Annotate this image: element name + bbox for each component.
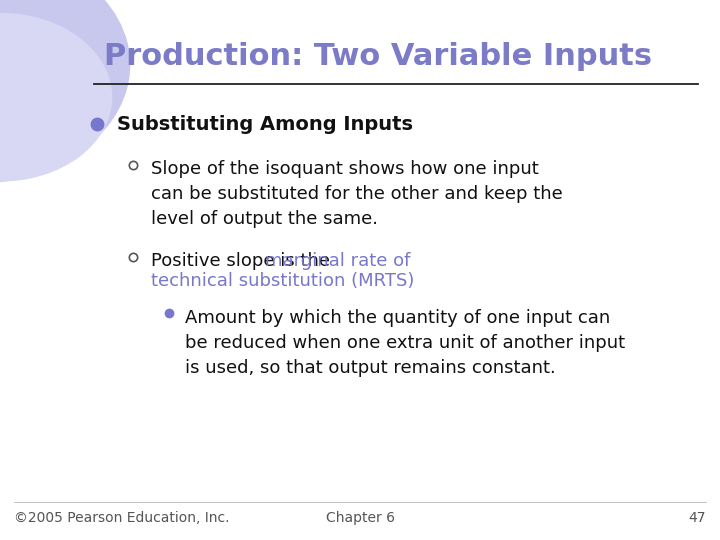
Text: Production: Two Variable Inputs: Production: Two Variable Inputs — [104, 42, 652, 71]
Text: marginal rate of: marginal rate of — [265, 252, 410, 270]
Circle shape — [0, 14, 112, 181]
Text: Positive slope is the: Positive slope is the — [151, 252, 336, 270]
Text: Substituting Among Inputs: Substituting Among Inputs — [117, 114, 413, 134]
Text: technical substitution (MRTS): technical substitution (MRTS) — [151, 272, 415, 291]
Text: 47: 47 — [688, 511, 706, 525]
Circle shape — [0, 0, 130, 184]
Text: ©2005 Pearson Education, Inc.: ©2005 Pearson Education, Inc. — [14, 511, 230, 525]
Text: Chapter 6: Chapter 6 — [325, 511, 395, 525]
Text: Slope of the isoquant shows how one input
can be substituted for the other and k: Slope of the isoquant shows how one inpu… — [151, 160, 563, 228]
Text: Amount by which the quantity of one input can
be reduced when one extra unit of : Amount by which the quantity of one inpu… — [185, 309, 625, 377]
